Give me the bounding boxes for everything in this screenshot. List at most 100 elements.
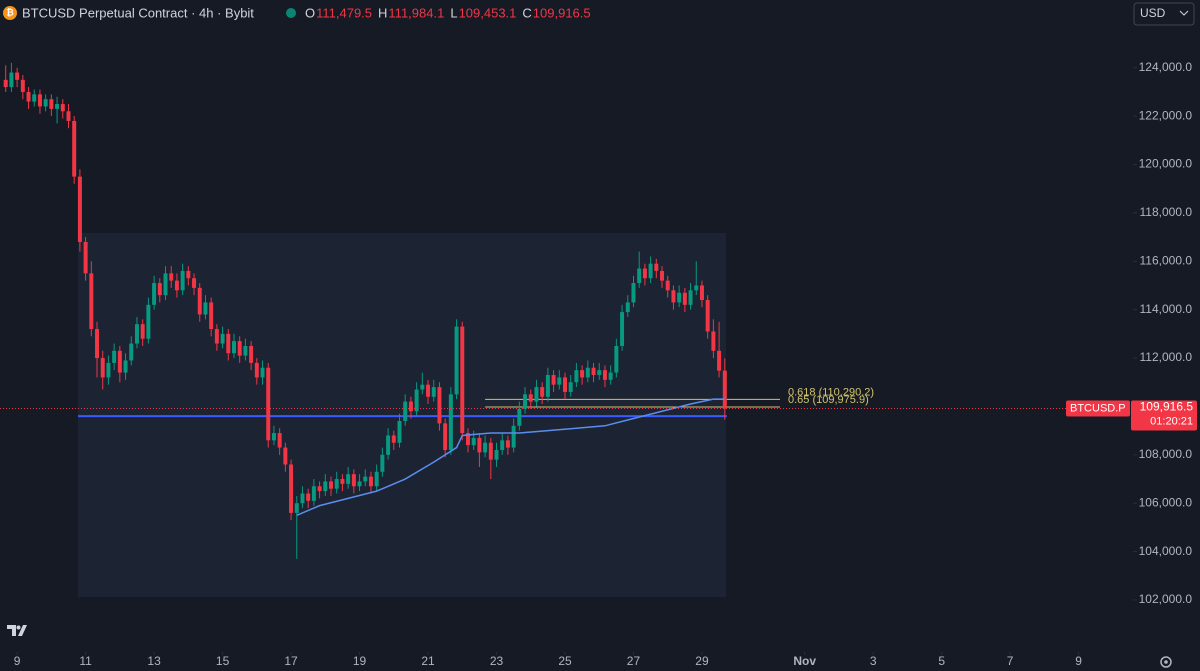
candle-body (391, 435, 396, 443)
candle-body (585, 367, 590, 378)
candle-body (329, 481, 334, 489)
candle-body (705, 299, 710, 332)
candle-body (197, 287, 202, 315)
candle-body (37, 94, 42, 107)
y-tick-label: 102,000.0 (1139, 592, 1193, 606)
candle-body (83, 241, 88, 274)
candle-body (311, 486, 316, 501)
candle-body (614, 345, 619, 373)
candle-body (460, 326, 465, 434)
currency-caret (1179, 10, 1189, 16)
candle-body (608, 372, 613, 380)
candle-body (300, 493, 305, 504)
tv-logo (7, 625, 27, 636)
candle-body (637, 268, 642, 284)
candle-body (89, 273, 94, 330)
candle-body (129, 343, 134, 361)
candle-body (226, 333, 231, 354)
x-tick-label: 23 (490, 654, 504, 668)
candle-body (591, 367, 596, 375)
candle-body (243, 345, 248, 356)
symbol-tag-bg (1066, 400, 1130, 417)
currency-button[interactable] (1133, 2, 1195, 26)
candle-body (49, 99, 54, 109)
ohlc-value: 109,916.5 (533, 5, 591, 20)
candle-body (289, 464, 294, 513)
candle-body (665, 280, 670, 291)
vwap-line (296, 398, 725, 517)
candle-body (694, 285, 699, 291)
candle-body (271, 433, 276, 441)
candle-body (671, 290, 676, 303)
candle-body (123, 360, 128, 373)
candle-body (152, 283, 157, 305)
candle-body (711, 331, 716, 351)
candle-body (32, 94, 37, 102)
y-tick-label: 108,000.0 (1139, 447, 1193, 461)
candle-body (231, 341, 236, 354)
candle-body (677, 292, 682, 303)
profile-range (78, 233, 726, 597)
candle-body (563, 377, 567, 392)
x-tick-label: 27 (627, 654, 641, 668)
candle-body (112, 350, 117, 363)
candle-body (574, 370, 579, 383)
candle-body (192, 278, 197, 288)
ohlc-value: 109,453.1 (459, 5, 517, 20)
coin-icon-glyph: ₿ (6, 7, 13, 17)
candle-body (523, 394, 528, 409)
price-tag: 109,916.5 (1140, 400, 1194, 414)
candle-body (15, 72, 20, 80)
candle-body (717, 350, 722, 371)
candle-body (454, 326, 459, 395)
y-tick-label: 106,000.0 (1139, 495, 1193, 509)
x-tick-label: 25 (558, 654, 572, 668)
fib-label: 0.65 (109,975.9) (788, 394, 869, 406)
candle-body (72, 120, 77, 177)
candle-body (426, 384, 431, 397)
x-tick-label: 15 (216, 654, 230, 668)
candle-body (688, 290, 693, 305)
symbol-tag: BTCUSD.P (1070, 402, 1126, 414)
candle-body (511, 425, 516, 448)
x-tick-label: 7 (1007, 654, 1014, 668)
candle-body (602, 370, 607, 380)
candle-body (534, 387, 539, 402)
candle-body (648, 263, 653, 279)
candle-body (699, 285, 704, 300)
candle-body (374, 471, 379, 487)
ohlc-name: H (378, 5, 387, 20)
chart-title: BTCUSD Perpetual Contract · 4h · Bybit (22, 5, 254, 20)
x-tick-label: 29 (695, 654, 709, 668)
candle-body (334, 479, 339, 489)
settings-icon[interactable] (1160, 656, 1172, 668)
y-tick-label: 122,000.0 (1139, 108, 1193, 122)
ohlc-value: 111,479.5 (316, 5, 372, 20)
candle-body (505, 440, 510, 448)
candle-body (9, 72, 14, 88)
ohlc-name: O (305, 5, 315, 20)
candle-body (477, 437, 482, 453)
candle-body (465, 433, 470, 446)
candle-body (357, 481, 362, 487)
candle-body (283, 447, 288, 465)
candle-body (3, 79, 8, 88)
candle-body (340, 479, 345, 484)
candle-body (642, 268, 647, 279)
candle-body (66, 111, 71, 121)
candle-body (55, 104, 60, 109)
candle-body (100, 358, 105, 378)
fib-label: 0.618 (110,290.2) (788, 386, 874, 398)
ohlc-name: L (450, 5, 457, 20)
candle-body (134, 324, 139, 344)
x-tick-label: 9 (1075, 654, 1082, 668)
y-tick-label: 112,000.0 (1140, 350, 1193, 364)
currency-label: USD (1140, 6, 1166, 20)
candle-body (420, 384, 425, 390)
ohlc-value: 111,984.1 (388, 5, 444, 20)
x-tick-label: 13 (147, 654, 161, 668)
candle-body (266, 367, 271, 441)
candle-body (437, 387, 442, 424)
candle-body (174, 280, 179, 291)
candle-body (386, 435, 391, 455)
